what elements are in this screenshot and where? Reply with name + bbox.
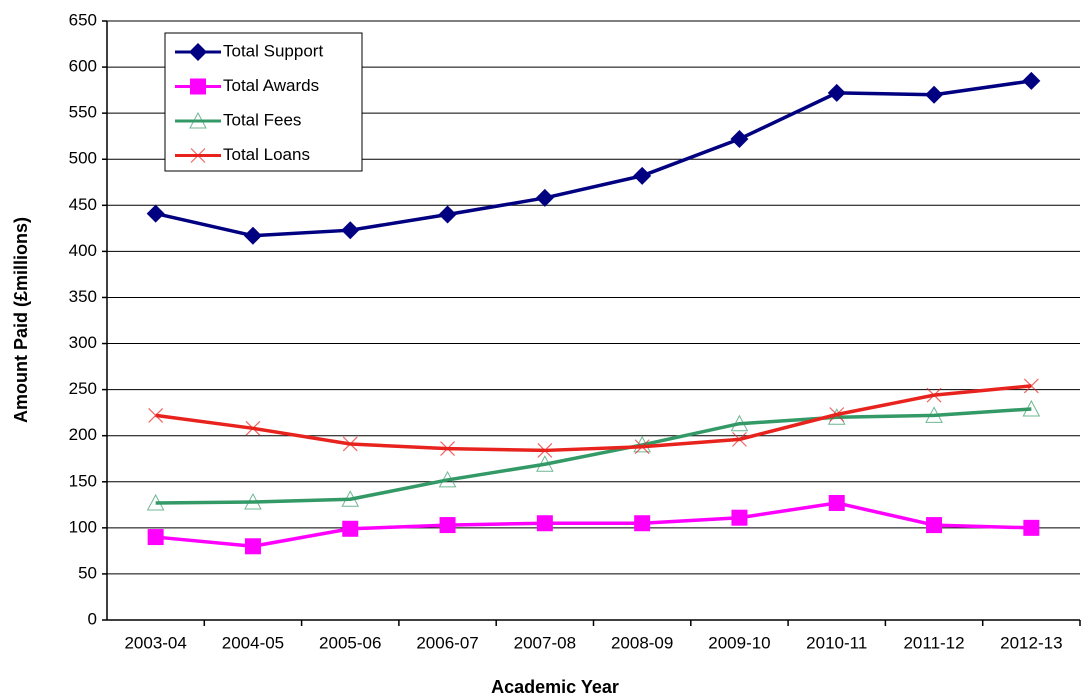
marker [341,490,360,507]
x-tick-label: 2012-13 [1000,633,1062,652]
marker [633,166,652,185]
marker [731,509,748,526]
y-tick-label: 100 [69,517,97,536]
x-tick-label: 2009-10 [708,633,770,652]
marker [1022,399,1041,417]
marker [925,406,943,423]
marker [146,204,165,223]
x-axis-title: Academic Year [491,677,619,697]
marker [536,515,553,532]
y-tick-label: 350 [69,287,97,306]
marker [244,538,261,555]
series-line [155,501,1032,549]
y-tick-label: 400 [69,241,97,260]
series-line [155,407,1032,505]
y-tick-label: 150 [69,471,97,490]
marker [1023,378,1039,394]
marker [536,455,554,472]
marker [341,221,360,240]
legend-label: Total Fees [223,110,301,129]
marker [634,439,650,455]
y-tick-label: 600 [69,57,97,76]
marker [190,78,206,95]
marker [925,85,944,104]
marker [1023,519,1040,536]
marker [148,407,164,423]
x-tick-label: 2004-05 [222,633,284,652]
x-tick-label: 2005-06 [319,633,381,652]
marker [926,517,943,534]
marker [730,129,749,148]
y-tick-label: 650 [69,10,97,29]
marker [438,205,457,224]
y-tick-label: 50 [78,563,97,582]
marker [827,83,846,102]
x-tick-label: 2008-09 [611,633,673,652]
marker [189,43,207,61]
marker [1022,71,1041,90]
y-tick-label: 550 [69,103,97,122]
y-tick-label: 450 [69,195,97,214]
marker [189,111,207,129]
marker [535,188,554,207]
marker [829,407,845,422]
marker [438,470,457,488]
y-tick-label: 300 [69,333,97,352]
marker [634,515,651,532]
legend-label: Total Support [223,41,323,60]
y-tick-label: 200 [69,425,97,444]
y-tick-label: 250 [69,379,97,398]
marker [440,441,455,457]
series-line [155,79,1032,238]
marker [244,492,262,510]
y-axis-title: Amount Paid (£millions) [11,217,31,423]
marker [732,431,747,447]
marker [633,435,651,453]
marker [828,494,845,511]
marker [245,420,261,436]
marker [190,148,206,163]
marker [439,517,456,534]
legend-label: Total Awards [223,76,319,95]
marker [342,436,358,452]
legend-label: Total Loans [223,145,310,164]
x-tick-label: 2007-08 [514,633,576,652]
marker [926,387,942,403]
marker [147,529,164,546]
marker [537,443,553,458]
x-tick-label: 2011-12 [903,633,964,652]
x-tick-label: 2006-07 [416,633,478,652]
marker [342,520,359,537]
marker [730,414,749,432]
x-tick-label: 2003-04 [124,633,186,652]
x-tick-label: 2010-11 [806,633,867,652]
marker [146,493,165,511]
marker [243,226,262,245]
series-line [155,384,1032,453]
y-tick-label: 500 [69,149,97,168]
y-tick-label: 0 [88,609,97,628]
